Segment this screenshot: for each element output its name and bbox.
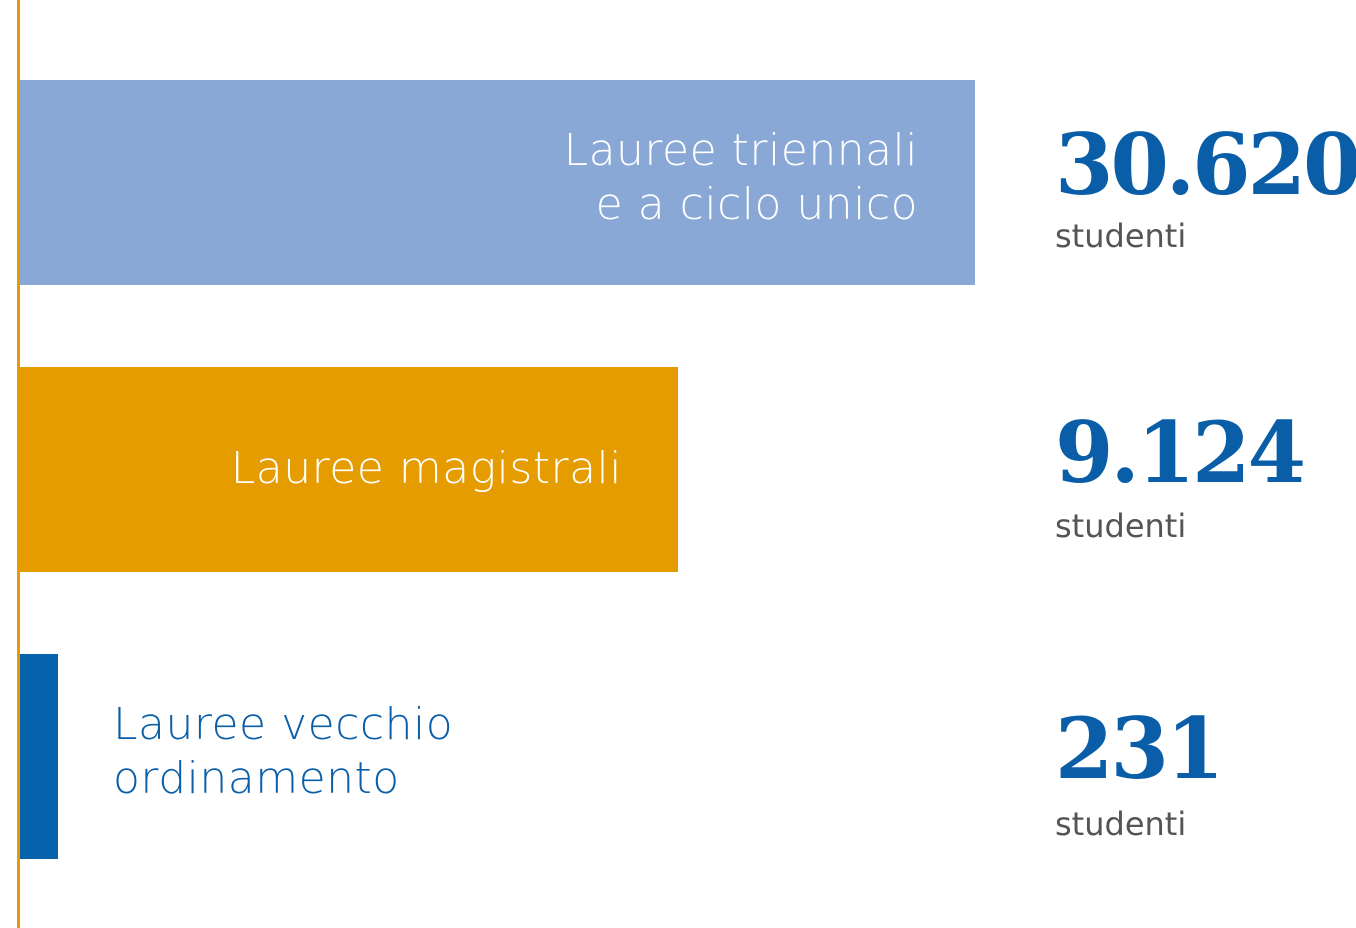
value: 9.124	[1055, 403, 1306, 502]
label-line: e a ciclo unico	[595, 179, 918, 230]
label-line: ordinamento	[113, 753, 400, 804]
axis-line	[17, 0, 20, 928]
unit: studenti	[1055, 507, 1187, 545]
bar	[20, 80, 975, 285]
unit: studenti	[1055, 805, 1187, 843]
bar-label: Lauree vecchio ordinamento	[113, 698, 453, 806]
bar-label: Lauree triennali e a ciclo unico	[564, 124, 918, 232]
label-line: Lauree magistrali	[230, 443, 622, 494]
bar-label: Lauree magistrali	[231, 442, 622, 496]
unit: studenti	[1055, 217, 1187, 255]
label-line: Lauree vecchio	[113, 699, 454, 750]
label-line: Lauree triennali	[563, 125, 918, 176]
bar	[20, 654, 58, 859]
bar	[20, 367, 678, 572]
value: 30.620	[1055, 115, 1356, 214]
value: 231	[1055, 699, 1224, 798]
